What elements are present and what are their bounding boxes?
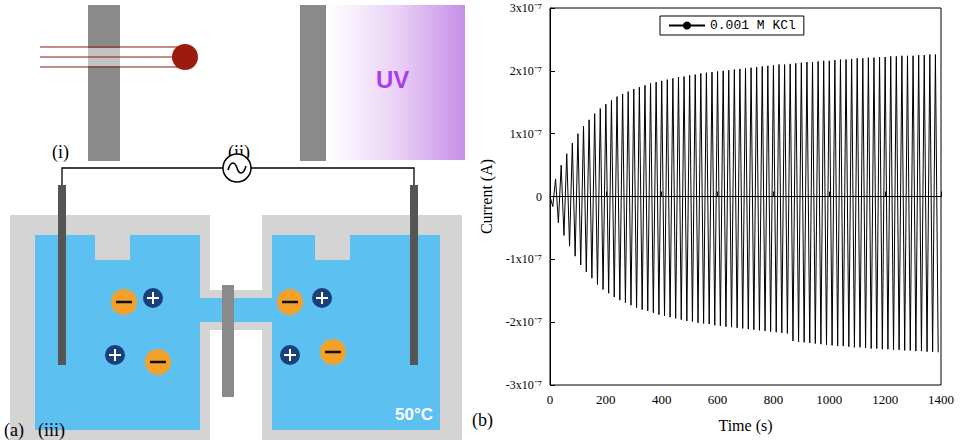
svg-text:1000: 1000 [816, 392, 842, 407]
svg-text:400: 400 [652, 392, 672, 407]
svg-text:(ii): (ii) [228, 142, 250, 162]
svg-text:-3x10⁻⁷: -3x10⁻⁷ [506, 378, 542, 392]
svg-text:0: 0 [547, 392, 554, 407]
svg-text:1x10⁻⁷: 1x10⁻⁷ [510, 127, 542, 141]
svg-text:3x10⁻⁷: 3x10⁻⁷ [510, 1, 542, 15]
svg-text:1200: 1200 [872, 392, 898, 407]
svg-text:-1x10⁻⁷: -1x10⁻⁷ [506, 252, 542, 266]
html-text:(b): (b) [472, 410, 493, 430]
svg-text:2x10⁻⁷: 2x10⁻⁷ [510, 64, 542, 78]
svg-text:200: 200 [596, 392, 616, 407]
svg-text:800: 800 [764, 392, 784, 407]
svg-text:600: 600 [708, 392, 728, 407]
svg-text:Time (s): Time (s) [718, 417, 772, 435]
svg-text:1400: 1400 [928, 392, 954, 407]
svg-text:0.001 M KCl: 0.001 M KCl [710, 18, 796, 33]
svg-text:Current (A): Current (A) [478, 159, 496, 234]
svg-text:-2x10⁻⁷: -2x10⁻⁷ [506, 315, 542, 329]
svg-text:0: 0 [536, 190, 542, 204]
svg-text:(iii): (iii) [38, 420, 65, 441]
svg-text:50°C: 50°C [395, 405, 433, 424]
svg-text:(i): (i) [52, 142, 69, 163]
svg-text:UV: UV [376, 66, 409, 93]
svg-text:(a): (a) [4, 420, 24, 441]
